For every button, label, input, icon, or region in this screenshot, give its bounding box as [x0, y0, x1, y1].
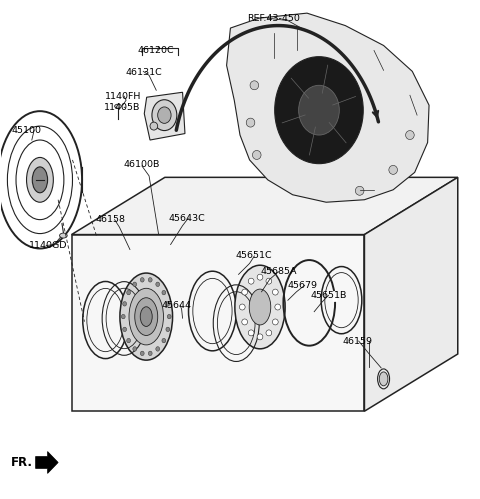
Ellipse shape	[135, 298, 158, 335]
Ellipse shape	[248, 330, 254, 336]
Polygon shape	[144, 92, 185, 140]
Ellipse shape	[152, 100, 177, 131]
Ellipse shape	[129, 288, 164, 345]
Polygon shape	[227, 13, 429, 202]
Ellipse shape	[249, 289, 271, 325]
Polygon shape	[36, 452, 58, 474]
Ellipse shape	[299, 85, 339, 135]
Ellipse shape	[266, 330, 272, 336]
Text: 45644: 45644	[161, 301, 191, 310]
Ellipse shape	[60, 233, 67, 238]
Text: 46100B: 46100B	[124, 160, 160, 169]
Text: 45100: 45100	[11, 126, 41, 135]
Ellipse shape	[355, 186, 364, 195]
Ellipse shape	[156, 282, 160, 286]
Ellipse shape	[150, 122, 157, 130]
Text: 1140FH: 1140FH	[105, 92, 142, 101]
Ellipse shape	[140, 277, 144, 282]
Text: 45679: 45679	[288, 281, 318, 290]
Ellipse shape	[252, 151, 261, 160]
Ellipse shape	[115, 104, 121, 108]
Ellipse shape	[156, 347, 160, 351]
Ellipse shape	[123, 327, 127, 332]
Text: 46159: 46159	[343, 336, 373, 346]
Text: FR.: FR.	[11, 456, 33, 469]
Text: 1140GD: 1140GD	[29, 241, 68, 250]
Ellipse shape	[148, 351, 152, 356]
Ellipse shape	[257, 274, 263, 280]
Ellipse shape	[257, 334, 263, 340]
Ellipse shape	[140, 351, 144, 356]
Ellipse shape	[266, 278, 272, 284]
Ellipse shape	[248, 278, 254, 284]
Ellipse shape	[168, 314, 171, 319]
Polygon shape	[72, 177, 458, 235]
Ellipse shape	[379, 372, 388, 386]
Polygon shape	[72, 235, 364, 411]
Ellipse shape	[235, 265, 285, 349]
Ellipse shape	[127, 338, 131, 343]
Ellipse shape	[166, 301, 170, 306]
Ellipse shape	[166, 327, 170, 332]
Ellipse shape	[133, 282, 137, 286]
Ellipse shape	[127, 290, 131, 295]
Ellipse shape	[250, 81, 259, 90]
Ellipse shape	[123, 301, 127, 306]
Ellipse shape	[26, 158, 53, 202]
Ellipse shape	[273, 319, 278, 325]
Ellipse shape	[275, 57, 363, 164]
Text: 46120C: 46120C	[137, 46, 174, 55]
Ellipse shape	[242, 319, 248, 325]
Ellipse shape	[120, 273, 172, 360]
Text: 46131C: 46131C	[125, 68, 162, 77]
Text: 45651C: 45651C	[235, 251, 272, 260]
Text: 45685A: 45685A	[260, 267, 297, 276]
Text: REF.43-450: REF.43-450	[247, 13, 300, 22]
Ellipse shape	[389, 165, 397, 174]
Ellipse shape	[121, 314, 125, 319]
Text: 45651B: 45651B	[311, 291, 347, 300]
Ellipse shape	[275, 304, 281, 310]
Ellipse shape	[140, 307, 152, 326]
Ellipse shape	[157, 107, 171, 123]
Ellipse shape	[133, 347, 137, 351]
Ellipse shape	[273, 289, 278, 295]
Ellipse shape	[246, 118, 255, 127]
Ellipse shape	[242, 289, 248, 295]
Ellipse shape	[148, 277, 152, 282]
Text: 45643C: 45643C	[168, 214, 205, 223]
Ellipse shape	[32, 167, 48, 193]
Ellipse shape	[406, 131, 414, 140]
Polygon shape	[364, 177, 458, 411]
Ellipse shape	[162, 338, 166, 343]
Text: 11405B: 11405B	[104, 103, 140, 112]
Ellipse shape	[240, 304, 245, 310]
Ellipse shape	[162, 290, 166, 295]
Text: 46158: 46158	[96, 215, 125, 224]
